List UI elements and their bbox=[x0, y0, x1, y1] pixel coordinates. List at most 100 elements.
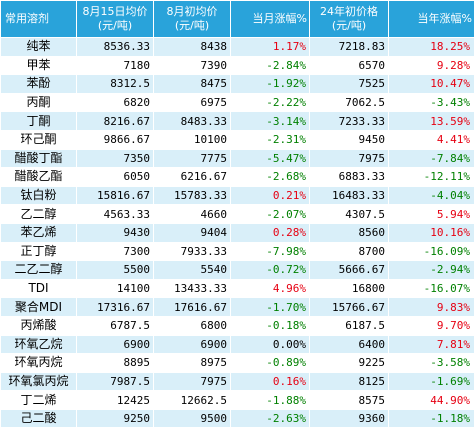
cell-2024-start-price: 8560 bbox=[310, 223, 389, 242]
cell-name: 环己酮 bbox=[1, 130, 77, 149]
cell-2024-start-price: 16800 bbox=[310, 279, 389, 298]
cell-year-change: -3.58% bbox=[389, 354, 474, 373]
cell-name: 二乙二醇 bbox=[1, 261, 77, 280]
cell-aug15-price: 17316.67 bbox=[77, 298, 154, 317]
cell-year-change: -1.18% bbox=[389, 409, 474, 428]
cell-month-change: -7.98% bbox=[231, 242, 310, 261]
cell-name: 纯苯 bbox=[1, 38, 77, 57]
cell-2024-start-price: 4307.5 bbox=[310, 205, 389, 224]
cell-name: 醋酸丁酯 bbox=[1, 149, 77, 168]
cell-year-change: 5.94% bbox=[389, 205, 474, 224]
cell-aug15-price: 6820 bbox=[77, 93, 154, 112]
cell-2024-start-price: 15766.67 bbox=[310, 298, 389, 317]
cell-aug15-price: 6787.5 bbox=[77, 316, 154, 335]
cell-aug15-price: 7300 bbox=[77, 242, 154, 261]
header-2024-start-price: 24年初价格(元/吨) bbox=[310, 1, 389, 38]
cell-month-change: -1.88% bbox=[231, 391, 310, 410]
cell-name: 聚合MDI bbox=[1, 298, 77, 317]
cell-year-change: 18.25% bbox=[389, 38, 474, 57]
cell-aug15-price: 6900 bbox=[77, 335, 154, 354]
cell-aug15-price: 9430 bbox=[77, 223, 154, 242]
cell-aug-start-price: 4660 bbox=[154, 205, 231, 224]
cell-month-change: 0.28% bbox=[231, 223, 310, 242]
cell-month-change: -2.68% bbox=[231, 168, 310, 187]
cell-2024-start-price: 9225 bbox=[310, 354, 389, 373]
cell-year-change: 44.90% bbox=[389, 391, 474, 410]
cell-name: 环氧乙烷 bbox=[1, 335, 77, 354]
cell-name: 苯乙烯 bbox=[1, 223, 77, 242]
cell-month-change: -2.31% bbox=[231, 130, 310, 149]
cell-month-change: -2.07% bbox=[231, 205, 310, 224]
cell-2024-start-price: 8575 bbox=[310, 391, 389, 410]
cell-aug15-price: 7987.5 bbox=[77, 372, 154, 391]
cell-aug-start-price: 7933.33 bbox=[154, 242, 231, 261]
header-month-change: 当月涨幅% bbox=[231, 1, 310, 38]
header-aug15-price: 8月15日均价(元/吨) bbox=[77, 1, 154, 38]
cell-aug15-price: 8312.5 bbox=[77, 75, 154, 94]
cell-year-change: 9.70% bbox=[389, 316, 474, 335]
header-year-change: 当年涨幅% bbox=[389, 1, 474, 38]
cell-name: 苯酚 bbox=[1, 75, 77, 94]
cell-name: 丁二烯 bbox=[1, 391, 77, 410]
cell-month-change: -2.84% bbox=[231, 56, 310, 75]
cell-month-change: -1.92% bbox=[231, 75, 310, 94]
cell-aug-start-price: 9404 bbox=[154, 223, 231, 242]
cell-2024-start-price: 6187.5 bbox=[310, 316, 389, 335]
cell-2024-start-price: 7233.33 bbox=[310, 112, 389, 131]
cell-name: 丁酮 bbox=[1, 112, 77, 131]
cell-name: 正丁醇 bbox=[1, 242, 77, 261]
cell-name: 钛白粉 bbox=[1, 186, 77, 205]
cell-aug-start-price: 6975 bbox=[154, 93, 231, 112]
cell-year-change: -12.11% bbox=[389, 168, 474, 187]
cell-year-change: -7.84% bbox=[389, 149, 474, 168]
cell-2024-start-price: 16483.33 bbox=[310, 186, 389, 205]
cell-name: 甲苯 bbox=[1, 56, 77, 75]
cell-aug15-price: 8536.33 bbox=[77, 38, 154, 57]
cell-2024-start-price: 9360 bbox=[310, 409, 389, 428]
cell-year-change: -2.94% bbox=[389, 261, 474, 280]
header-row: 常用溶剂 8月15日均价(元/吨) 8月初均价(元/吨) 当月涨幅% 24年初价… bbox=[1, 1, 474, 38]
cell-2024-start-price: 6400 bbox=[310, 335, 389, 354]
cell-aug15-price: 4563.33 bbox=[77, 205, 154, 224]
cell-year-change: -16.09% bbox=[389, 242, 474, 261]
cell-aug15-price: 7180 bbox=[77, 56, 154, 75]
cell-aug15-price: 8216.67 bbox=[77, 112, 154, 131]
cell-name: 醋酸乙酯 bbox=[1, 168, 77, 187]
cell-aug15-price: 12425 bbox=[77, 391, 154, 410]
cell-aug-start-price: 17616.67 bbox=[154, 298, 231, 317]
cell-aug15-price: 5500 bbox=[77, 261, 154, 280]
cell-2024-start-price: 7525 bbox=[310, 75, 389, 94]
cell-aug15-price: 14100 bbox=[77, 279, 154, 298]
cell-2024-start-price: 7062.5 bbox=[310, 93, 389, 112]
cell-month-change: -1.70% bbox=[231, 298, 310, 317]
cell-aug-start-price: 8975 bbox=[154, 354, 231, 373]
cell-aug15-price: 9250 bbox=[77, 409, 154, 428]
cell-name: 乙二醇 bbox=[1, 205, 77, 224]
cell-month-change: -0.72% bbox=[231, 261, 310, 280]
header-aug-start-price: 8月初均价(元/吨) bbox=[154, 1, 231, 38]
cell-aug-start-price: 13433.33 bbox=[154, 279, 231, 298]
cell-year-change: -3.43% bbox=[389, 93, 474, 112]
cell-month-change: 0.00% bbox=[231, 335, 310, 354]
cell-month-change: 4.96% bbox=[231, 279, 310, 298]
cell-aug-start-price: 6216.67 bbox=[154, 168, 231, 187]
cell-aug-start-price: 10100 bbox=[154, 130, 231, 149]
cell-name: 丙烯酸 bbox=[1, 316, 77, 335]
